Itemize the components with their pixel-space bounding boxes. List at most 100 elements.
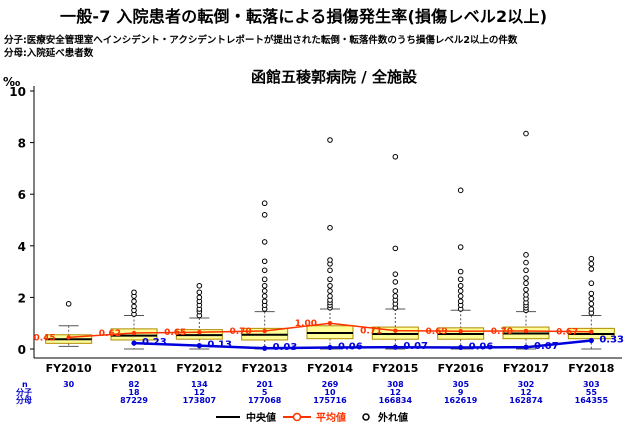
legend-mean-marker bbox=[292, 412, 302, 422]
hospital-value-label: 0.07 bbox=[403, 341, 428, 352]
outlier-point bbox=[261, 288, 268, 294]
numerator-count: 5 bbox=[262, 388, 268, 397]
outlier-point bbox=[196, 282, 203, 289]
outlier-point bbox=[588, 306, 595, 312]
mean-label: 0.69 bbox=[425, 327, 447, 337]
x-tick-label: FY2017 bbox=[503, 362, 549, 375]
mean-point bbox=[131, 330, 137, 336]
mean-point bbox=[66, 335, 71, 340]
outlier-point bbox=[327, 288, 333, 294]
hospital-point bbox=[131, 340, 137, 346]
hospital-value-label: 0.06 bbox=[469, 341, 494, 352]
outlier-point bbox=[261, 276, 268, 283]
hospital-value-label: 0.06 bbox=[338, 341, 363, 352]
outlier-point bbox=[261, 298, 268, 305]
outlier-point bbox=[261, 239, 268, 245]
numerator-count: 12 bbox=[194, 388, 205, 397]
outlier-point bbox=[261, 212, 268, 218]
denominator-row-label: 分母 bbox=[16, 395, 32, 405]
outlier-point bbox=[392, 279, 399, 285]
y-tick-label: 4 bbox=[18, 240, 26, 254]
outlier-point bbox=[261, 200, 268, 207]
mean-label: 0.70 bbox=[229, 327, 251, 337]
outlier-point bbox=[392, 288, 399, 294]
mean-point bbox=[262, 328, 267, 334]
outlier-point bbox=[261, 282, 268, 289]
outlier-point bbox=[523, 292, 529, 298]
hospital-point bbox=[392, 344, 398, 350]
outlier-point bbox=[588, 301, 595, 307]
hospital-value-label: 0.13 bbox=[207, 340, 232, 351]
outlier-point bbox=[131, 303, 137, 310]
denominator-count: 162874 bbox=[509, 396, 543, 405]
page-title: 一般-7 入院患者の転倒・転落による損傷発生率(損傷レベル2以上) bbox=[60, 7, 548, 26]
outlier-point bbox=[327, 276, 333, 283]
mean-point bbox=[523, 328, 529, 334]
outlier-point bbox=[457, 244, 464, 250]
outlier-point bbox=[457, 282, 464, 289]
outlier-point bbox=[392, 245, 399, 252]
numerator-count: 12 bbox=[520, 388, 531, 397]
mean-label: 0.70 bbox=[491, 327, 513, 337]
outlier-point bbox=[327, 257, 333, 263]
numerator-row-label: 分子 bbox=[16, 387, 32, 397]
outlier-point bbox=[327, 267, 333, 274]
outlier-point bbox=[588, 290, 595, 297]
x-tick-label: FY2012 bbox=[176, 362, 222, 375]
outlier-point bbox=[131, 298, 137, 305]
n-count: 305 bbox=[452, 380, 469, 389]
n-count: 269 bbox=[322, 380, 339, 389]
mean-label: 0.45 bbox=[33, 333, 55, 343]
n-row-label: n bbox=[22, 380, 28, 389]
outlier-point bbox=[588, 255, 595, 262]
x-tick-label: FY2013 bbox=[242, 362, 288, 375]
outlier-point bbox=[65, 301, 72, 307]
denominator-count: 166834 bbox=[379, 396, 413, 405]
hospital-line bbox=[133, 339, 592, 350]
hospital-value-label: 0.23 bbox=[142, 337, 167, 348]
outlier-point bbox=[523, 259, 529, 266]
denominator-count: 164355 bbox=[575, 396, 609, 405]
outlier-point bbox=[261, 293, 268, 299]
legend-outlier-label: 外れ値 bbox=[377, 411, 408, 424]
x-tick-label: FY2018 bbox=[568, 362, 614, 375]
mean-label: 0.65 bbox=[164, 328, 186, 338]
outlier-point bbox=[457, 268, 464, 275]
outlier-point bbox=[392, 153, 399, 160]
outlier-point bbox=[196, 289, 203, 296]
legend-median-label: 中央値 bbox=[246, 411, 276, 424]
outlier-point bbox=[523, 286, 529, 293]
hospital-value-label: 0.07 bbox=[534, 341, 559, 352]
mean-label: 0.67 bbox=[556, 328, 578, 338]
chart-title: 函館五稜郭病院 / 全施設 bbox=[251, 68, 418, 86]
hospital-point bbox=[588, 337, 594, 344]
hospital-value-label: 0.33 bbox=[599, 334, 624, 345]
mean-point bbox=[589, 329, 594, 334]
mean-point bbox=[458, 328, 463, 334]
outlier-point bbox=[131, 289, 137, 296]
numerator-count: 9 bbox=[458, 388, 464, 397]
n-count: 82 bbox=[128, 380, 139, 389]
outlier-point bbox=[523, 267, 529, 274]
y-axis-unit: ‰ bbox=[3, 75, 20, 89]
denominator-count: 162619 bbox=[444, 396, 478, 405]
numerator-count: 10 bbox=[324, 388, 336, 397]
n-count: 30 bbox=[63, 380, 75, 389]
n-count: 303 bbox=[583, 380, 600, 389]
outlier-point bbox=[196, 294, 203, 301]
x-tick-label: FY2015 bbox=[372, 362, 418, 375]
hospital-value-label: 0.03 bbox=[273, 342, 298, 353]
x-tick-label: FY2014 bbox=[307, 362, 353, 375]
outlier-point bbox=[457, 288, 464, 294]
outlier-point bbox=[457, 276, 464, 283]
hospital-point bbox=[458, 344, 464, 351]
denominator-definition: 分母:入院延べ患者数 bbox=[4, 48, 94, 59]
y-tick-label: 6 bbox=[18, 188, 26, 202]
n-count: 134 bbox=[191, 380, 208, 389]
denominator-count: 87229 bbox=[120, 396, 148, 405]
numerator-count: 18 bbox=[128, 388, 140, 397]
outlier-point bbox=[457, 298, 464, 305]
outlier-point bbox=[523, 130, 529, 137]
outlier-point bbox=[327, 137, 333, 143]
mean-label: 0.62 bbox=[99, 329, 121, 339]
